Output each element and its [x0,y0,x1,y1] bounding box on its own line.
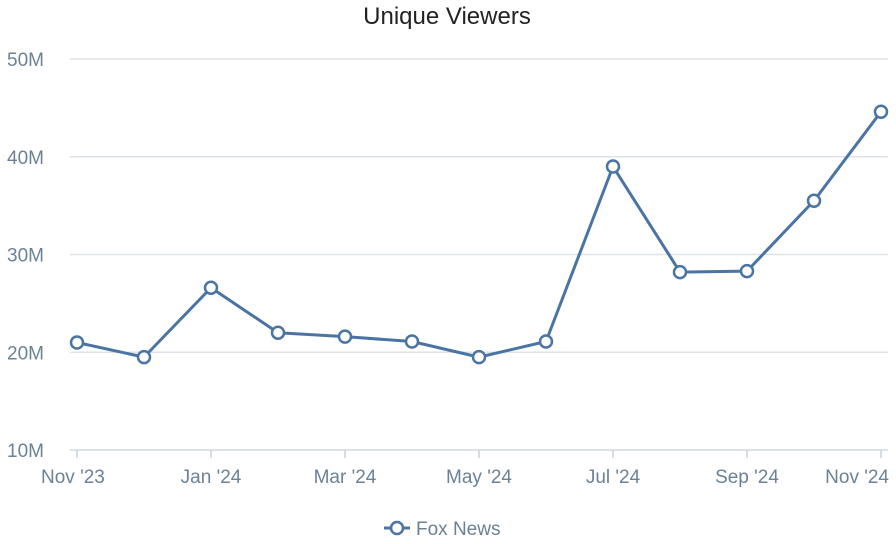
x-tick-label: Nov '24 [825,467,889,488]
series-fox-news [69,104,889,365]
chart-title: Unique Viewers [363,3,531,30]
x-tick-label: Jan '24 [181,467,242,488]
data-point[interactable] [471,349,487,365]
legend-marker-icon [389,520,405,536]
data-point[interactable] [337,329,353,344]
data-point[interactable] [739,263,755,279]
x-tick-label: Sep '24 [715,467,779,488]
x-tick-label: Nov '23 [41,467,105,488]
y-tick-label: 50M [7,50,44,71]
data-point[interactable] [605,159,621,174]
gridlines [70,58,888,451]
y-tick-label: 40M [7,148,44,169]
legend-label: Fox News [416,519,500,540]
data-point[interactable] [672,264,688,280]
y-tick-label: 10M [7,441,44,462]
data-point[interactable] [270,325,286,340]
x-tick-label: Jul '24 [586,467,641,488]
x-tick-label: May '24 [446,467,512,488]
data-point[interactable] [136,349,152,365]
data-point[interactable] [69,335,85,350]
x-axis-tick-labels: Nov '23 Jan '24 Mar '24 May '24 Jul '24 Sep '… [41,450,889,488]
data-point[interactable] [806,193,822,208]
data-point[interactable] [538,334,554,349]
y-axis-tick-labels: 10M 20M 30M 40M 50M [7,50,44,462]
series-line [76,110,883,359]
data-point[interactable] [873,104,889,120]
y-tick-label: 20M [7,343,44,364]
legend[interactable]: Fox News [384,519,500,540]
data-point[interactable] [404,334,420,349]
x-tick-label: Mar '24 [314,467,377,488]
y-tick-label: 30M [7,246,44,267]
data-point[interactable] [203,280,219,295]
